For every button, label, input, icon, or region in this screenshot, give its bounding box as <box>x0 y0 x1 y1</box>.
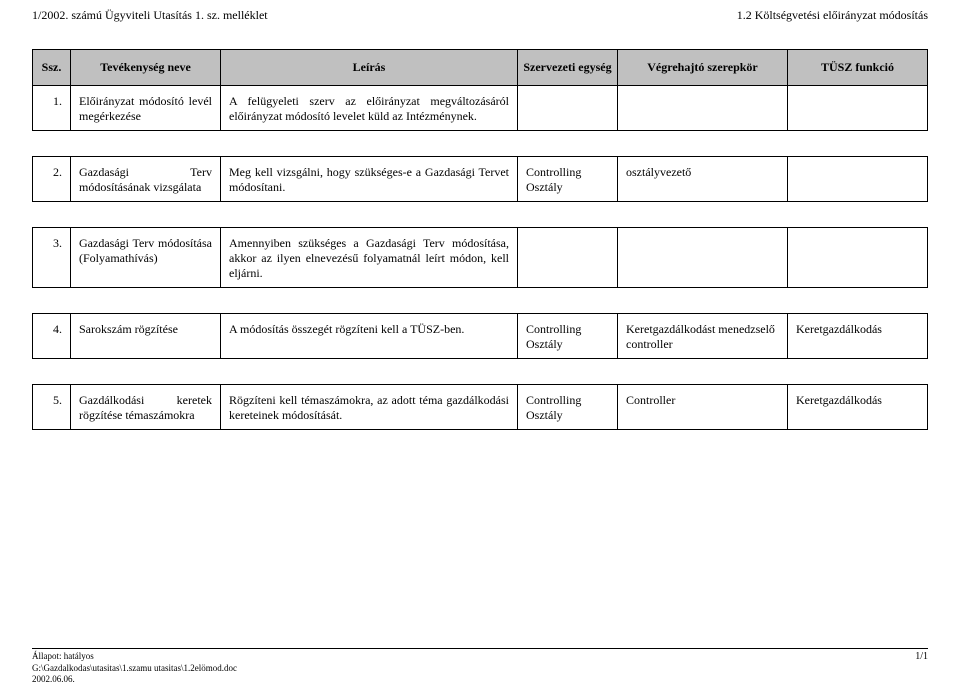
page-footer: Állapot: hatályos G:\Gazdalkodas\utasita… <box>32 648 928 685</box>
cell-leiras: Rögzíteni kell témaszámokra, az adott té… <box>221 385 518 430</box>
col-ssz: Ssz. <box>33 50 71 86</box>
cell-leiras: Amennyiben szükséges a Gazdasági Terv mó… <box>221 228 518 288</box>
cell-vegre <box>618 228 788 288</box>
cell-num: 4. <box>33 314 71 359</box>
table-row: 2. Gazdasági Terv módosításának vizsgála… <box>33 157 928 202</box>
cell-tev: Sarokszám rögzítése <box>71 314 221 359</box>
table-row: 1. Előirányzat módosító levél megérkezés… <box>33 86 928 131</box>
cell-vegre <box>618 86 788 131</box>
cell-leiras: A felügyeleti szerv az előirányzat megvá… <box>221 86 518 131</box>
cell-num: 3. <box>33 228 71 288</box>
table-row: 5. Gazdálkodási keretek rögzítése témasz… <box>33 385 928 430</box>
cell-leiras: Meg kell vizsgálni, hogy szükséges-e a G… <box>221 157 518 202</box>
header-left: 1/2002. számú Ügyviteli Utasítás 1. sz. … <box>32 8 268 23</box>
col-tevekenyseg: Tevékenység neve <box>71 50 221 86</box>
cell-tusz <box>788 228 928 288</box>
cell-tusz: Keretgazdálkodás <box>788 314 928 359</box>
cell-tusz <box>788 157 928 202</box>
spacer-row <box>33 359 928 385</box>
cell-szerv <box>518 86 618 131</box>
col-vegrehajto: Végrehajtó szerepkör <box>618 50 788 86</box>
footer-page-number: 1/1 <box>915 651 928 662</box>
spacer-row <box>33 288 928 314</box>
cell-num: 1. <box>33 86 71 131</box>
cell-vegre: osztályvezető <box>618 157 788 202</box>
table-header-row: Ssz. Tevékenység neve Leírás Szervezeti … <box>33 50 928 86</box>
col-tusz: TÜSZ funkció <box>788 50 928 86</box>
cell-tev: Előirányzat módosító levél megérkezése <box>71 86 221 131</box>
cell-vegre: Controller <box>618 385 788 430</box>
cell-tusz: Keretgazdálkodás <box>788 385 928 430</box>
footer-path: G:\Gazdalkodas\utasitas\1.szamu utasitas… <box>32 663 237 674</box>
cell-tev: Gazdasági Terv módosítása (Folyamathívás… <box>71 228 221 288</box>
cell-num: 2. <box>33 157 71 202</box>
page-header: 1/2002. számú Ügyviteli Utasítás 1. sz. … <box>32 8 928 23</box>
table-row: 3. Gazdasági Terv módosítása (Folyamathí… <box>33 228 928 288</box>
cell-vegre: Keretgazdálkodást menedzselő controller <box>618 314 788 359</box>
process-table: Ssz. Tevékenység neve Leírás Szervezeti … <box>32 49 928 430</box>
table-row: 4. Sarokszám rögzítése A módosítás össze… <box>33 314 928 359</box>
spacer-row <box>33 131 928 157</box>
cell-tev: Gazdálkodási keretek rögzítése témaszámo… <box>71 385 221 430</box>
cell-szerv: Controlling Osztály <box>518 157 618 202</box>
cell-num: 5. <box>33 385 71 430</box>
header-right: 1.2 Költségvetési előirányzat módosítás <box>737 8 928 23</box>
cell-szerv <box>518 228 618 288</box>
cell-tusz <box>788 86 928 131</box>
footer-left: Állapot: hatályos G:\Gazdalkodas\utasita… <box>32 651 237 685</box>
cell-tev: Gazdasági Terv módosításának vizsgálata <box>71 157 221 202</box>
cell-leiras: A módosítás összegét rögzíteni kell a TÜ… <box>221 314 518 359</box>
col-leiras: Leírás <box>221 50 518 86</box>
footer-date: 2002.06.06. <box>32 674 237 685</box>
footer-status: Állapot: hatályos <box>32 651 237 662</box>
col-szervezeti: Szervezeti egység <box>518 50 618 86</box>
cell-szerv: Controlling Osztály <box>518 385 618 430</box>
spacer-row <box>33 202 928 228</box>
cell-szerv: Controlling Osztály <box>518 314 618 359</box>
